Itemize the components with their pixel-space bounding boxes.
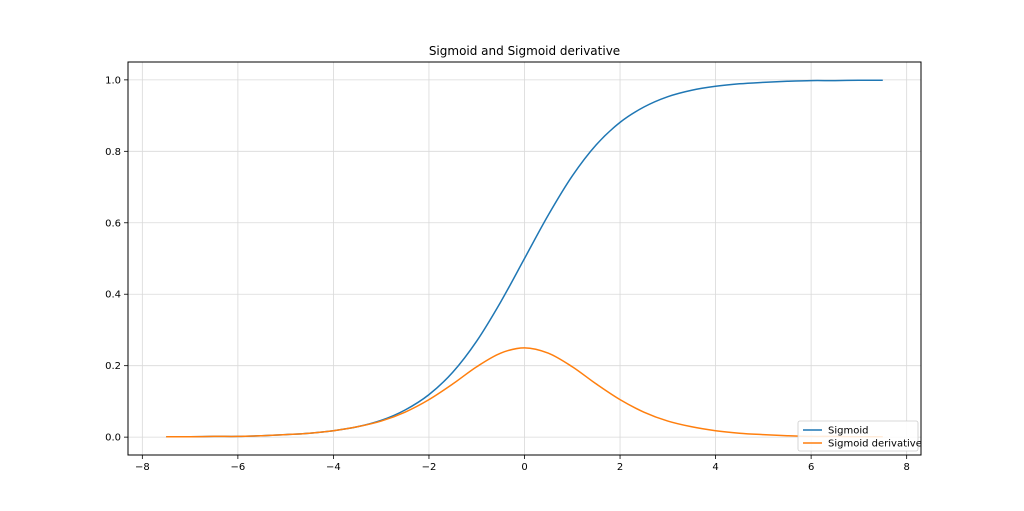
y-tick-label: 0.4 bbox=[105, 290, 121, 301]
legend: Sigmoid Sigmoid derivative bbox=[797, 420, 922, 452]
series-line-sigmoid-derivative bbox=[166, 347, 883, 438]
legend-label-sigmoid: Sigmoid bbox=[828, 426, 868, 437]
series-layer bbox=[166, 79, 883, 438]
y-tick-label: 1.0 bbox=[105, 75, 121, 86]
y-tick-label: 0.0 bbox=[105, 433, 121, 444]
chart-title: Sigmoid and Sigmoid derivative bbox=[429, 44, 620, 58]
tick-layer: −8 −6 −4 −2 0 2 4 6 8 0.0 0.2 0.4 0.6 0.8 1.0 bbox=[105, 75, 910, 473]
legend-box bbox=[797, 420, 919, 452]
x-tick-label: −6 bbox=[230, 462, 245, 473]
x-tick-label: −4 bbox=[326, 462, 341, 473]
y-tick-label: 0.2 bbox=[105, 361, 121, 372]
x-tick-label: 8 bbox=[903, 462, 909, 473]
legend-label-sigmoid-derivative: Sigmoid derivative bbox=[828, 439, 922, 450]
y-tick-label: 0.6 bbox=[105, 218, 121, 229]
x-tick-label: 6 bbox=[808, 462, 814, 473]
y-tick-label: 0.8 bbox=[105, 147, 121, 158]
x-tick-label: −8 bbox=[135, 462, 150, 473]
x-tick-label: 2 bbox=[617, 462, 623, 473]
x-tick-label: 0 bbox=[521, 462, 527, 473]
grid-layer bbox=[128, 62, 921, 455]
x-tick-label: −2 bbox=[422, 462, 437, 473]
x-tick-label: 4 bbox=[712, 462, 718, 473]
